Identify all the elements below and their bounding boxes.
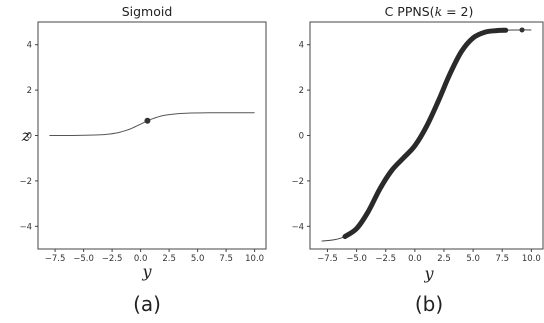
- cppns-x-ticks: −7.5 −5.0 −2.5 0.0 2.5 5.0 7.5 10.0: [317, 249, 541, 264]
- x-tick-label: 10.0: [245, 254, 264, 264]
- y-tick-label: 0: [27, 132, 32, 142]
- cppns-marker: [519, 27, 525, 33]
- subplot-label-b: (b): [415, 292, 443, 316]
- cppns-title-prefix: C PPNS(: [385, 4, 435, 19]
- cppns-panel: C PPNS(k = 2) −7.5 −5.0 −2.5 0.0 2.5 5.0 7.5 10…: [291, 4, 544, 316]
- y-tick-label: 2: [299, 86, 304, 96]
- cppns-title-k: k: [435, 4, 443, 19]
- y-tick-label: 0: [299, 132, 304, 142]
- x-tick-label: −5.0: [73, 254, 94, 264]
- x-tick-label: −7.5: [45, 254, 66, 264]
- x-tick-label: 7.5: [219, 254, 233, 264]
- x-tick-label: −7.5: [317, 254, 338, 264]
- y-tick-label: 2: [27, 86, 32, 96]
- x-tick-label: 0.0: [134, 254, 148, 264]
- x-tick-label: −2.5: [375, 254, 396, 264]
- sigmoid-y-ticks: −4 −2 0 2 4: [19, 41, 38, 232]
- y-tick-label: −2: [291, 177, 304, 187]
- cppns-y-ticks: −4 −2 0 2 4: [291, 41, 310, 232]
- y-tick-label: 4: [27, 41, 32, 51]
- y-tick-label: −4: [291, 222, 304, 232]
- x-tick-label: 2.5: [162, 254, 176, 264]
- cppns-xlabel: y: [423, 264, 434, 283]
- sigmoid-xlabel: y: [141, 262, 152, 281]
- sigmoid-title: Sigmoid: [122, 4, 173, 19]
- x-tick-label: 5.0: [191, 254, 205, 264]
- sigmoid-curve: [49, 112, 255, 137]
- x-tick-label: 5.0: [466, 254, 480, 264]
- x-tick-label: −2.5: [102, 254, 123, 264]
- x-tick-label: −5.0: [346, 254, 367, 264]
- cppns-axes-frame: [309, 21, 544, 250]
- sigmoid-ylabel: z: [21, 126, 31, 145]
- subplot-label-a: (a): [133, 292, 161, 316]
- cppns-curve-dense: [342, 27, 509, 240]
- sigmoid-x-ticks: −7.5 −5.0 −2.5 0.0 2.5 5.0 7.5 10.0: [45, 249, 264, 264]
- y-tick-label: −2: [19, 177, 32, 187]
- cppns-title: C PPNS(k = 2): [385, 4, 474, 19]
- cppns-curve-thin: [321, 29, 532, 242]
- sigmoid-panel: Sigmoid −7.5 −5.0 −2.5 0.0 2.5 5.0 7.5 10.0 −4−…: [19, 4, 267, 316]
- x-tick-label: 7.5: [495, 254, 509, 264]
- y-tick-label: −4: [19, 222, 32, 232]
- x-tick-label: 10.0: [522, 254, 541, 264]
- cppns-title-suffix: = 2): [442, 4, 473, 19]
- x-tick-label: 2.5: [437, 254, 451, 264]
- y-tick-label: 4: [299, 41, 304, 51]
- sigmoid-marker: [144, 117, 151, 124]
- x-tick-label: 0.0: [408, 254, 422, 264]
